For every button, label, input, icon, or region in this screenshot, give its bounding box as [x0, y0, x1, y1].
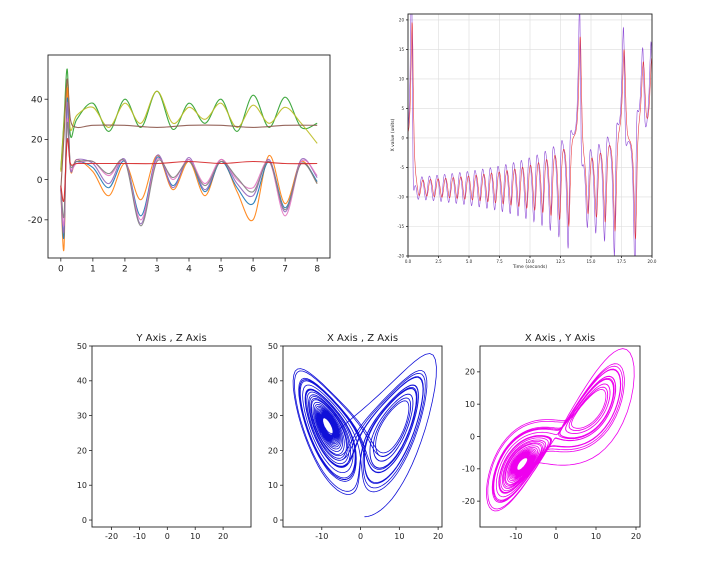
phase-xy-ytick-label: 20 [465, 368, 475, 377]
chart1-frame [47, 54, 331, 259]
series-line-x [408, 22, 652, 240]
phase-xz-trajectory-line [292, 353, 437, 518]
chart1-ytick-label: 20 [31, 136, 43, 146]
chart-multi-series-timeseries: 0 1 2 3 4 5 6 7 8 -20 0 20 40 [28, 54, 331, 275]
phase-xz-ytick-label: 10 [268, 481, 278, 490]
series-group [408, 14, 652, 256]
chart1-xtick-label: 1 [90, 265, 96, 275]
phase-yz-ytick-label: 40 [77, 377, 87, 386]
phase-xz-ytick-label: 0 [273, 516, 278, 525]
phase-xy-ytick-label: 0 [470, 432, 475, 441]
phase-yz-ytick-label: 50 [77, 342, 87, 351]
chart2-ytick-label: -20 [397, 253, 404, 258]
chart-phase-xy: -10 0 10 20 -20 -10 0 10 20 X Axis , Y Axis [462, 333, 641, 541]
chart1-xtick-label: 0 [58, 265, 64, 275]
chart2-ytick-label: 20 [399, 17, 405, 22]
phase-xz-xtick-label: 20 [433, 532, 443, 541]
chart2-ytick-label: -10 [397, 194, 404, 199]
chart1-ytick-label: 0 [37, 176, 43, 186]
trajectory-group [292, 353, 437, 518]
phase-xy-xtick-label: 0 [553, 532, 558, 541]
phase-yz-title: Y Axis , Z Axis [135, 333, 206, 344]
phase-xz-ytick-label: 20 [268, 446, 278, 455]
chart2-xtick-label: 2.5 [435, 259, 442, 264]
series-line-y [408, 14, 652, 256]
chart2-ytick-label: 0 [401, 135, 404, 140]
phase-yz-xtick-label: 20 [218, 532, 228, 541]
chart1-xtick-label: 4 [186, 265, 192, 275]
chart2-xtick-label: 0.0 [405, 259, 412, 264]
phase-xz-xtick-label: 0 [358, 532, 363, 541]
phase-xz-xtick-label: 10 [394, 532, 404, 541]
phase-xy-trajectory-line [485, 348, 635, 512]
chart1-xtick-label: 3 [154, 265, 160, 275]
series-line-z-mean [60, 78, 318, 190]
phase-yz-xtick-label: -10 [133, 532, 146, 541]
chart-phase-yz: -20 -10 0 10 20 0 10 20 30 40 50 Y Axis , Z Axis [77, 333, 252, 541]
series-group [60, 68, 318, 252]
chart2-xtick-label: 12.5 [556, 259, 565, 264]
phase-yz-xtick-label: -20 [105, 532, 118, 541]
chart1-xtick-label: 7 [282, 265, 288, 275]
phase-yz-frame [91, 345, 252, 528]
phase-xz-ytick-label: 50 [268, 342, 278, 351]
phase-xy-ytick-label: -10 [462, 465, 475, 474]
phase-yz-ytick-label: 30 [77, 411, 87, 420]
phase-xy-ytick-label: 10 [465, 400, 475, 409]
chart2-xtick-label: 5.0 [466, 259, 473, 264]
chart2-ytick-label: -15 [397, 224, 404, 229]
series-line-xy-mean [60, 137, 318, 202]
phase-yz-xtick-label: 0 [165, 532, 170, 541]
chart2-xlabel: Time (seconds) [512, 264, 548, 270]
chart2-ytick-label: 5 [401, 106, 404, 111]
phase-xz-ytick-label: 30 [268, 411, 278, 420]
phase-xz-ytick-label: 40 [268, 377, 278, 386]
chart2-ytick-label: 15 [399, 47, 405, 52]
chart-phase-xz: -10 0 10 20 0 10 20 30 40 50 X Axis , Z Axis [268, 333, 443, 541]
phase-xy-xtick-label: 20 [631, 532, 641, 541]
phase-xy-xtick-label: 10 [591, 532, 601, 541]
phase-yz-ytick-label: 20 [77, 446, 87, 455]
chart1-ytick-label: -20 [28, 216, 43, 226]
chart2-xtick-label: 7.5 [496, 259, 503, 264]
phase-xy-ytick-label: -20 [462, 497, 475, 506]
series-line-z1 [60, 68, 318, 170]
chart2-xtick-label: 15.0 [587, 259, 596, 264]
chart2-xtick-label: 10.0 [526, 259, 535, 264]
chart2-ytick-label: -5 [400, 165, 404, 170]
series-line-y2 [60, 121, 318, 227]
phase-xy-title: X Axis , Y Axis [525, 333, 595, 344]
chart2-ylabel: X value (units) [390, 118, 396, 151]
chart-x-y-vs-time: 0.0 2.5 5.0 7.5 10.0 12.5 15.0 17.5 20.0 -20 -15 -1… [390, 13, 657, 270]
chart1-xtick-label: 6 [250, 265, 256, 275]
phase-yz-xtick-label: 10 [190, 532, 200, 541]
phase-xy-xtick-label: -10 [509, 532, 522, 541]
series-line-x2 [60, 97, 318, 240]
phase-xz-xtick-label: -10 [315, 532, 328, 541]
chart1-ytick-label: 40 [31, 95, 43, 105]
series-line-z2 [60, 82, 318, 172]
phase-yz-ytick-label: 10 [77, 481, 87, 490]
chart1-xtick-label: 5 [218, 265, 224, 275]
chart1-xtick-label: 8 [314, 265, 320, 275]
chart1-xtick-label: 2 [122, 265, 128, 275]
phase-xz-frame [282, 345, 443, 528]
chart2-xtick-label: 20.0 [648, 259, 657, 264]
trajectory-group [103, 354, 243, 517]
trajectory-group [485, 348, 635, 512]
chart2-xtick-label: 17.5 [617, 259, 626, 264]
phase-yz-ytick-label: 0 [82, 516, 87, 525]
chart2-ytick-label: 10 [399, 76, 405, 81]
phase-xz-title: X Axis , Z Axis [327, 333, 398, 344]
phase-yz-trajectory-line [103, 354, 243, 517]
